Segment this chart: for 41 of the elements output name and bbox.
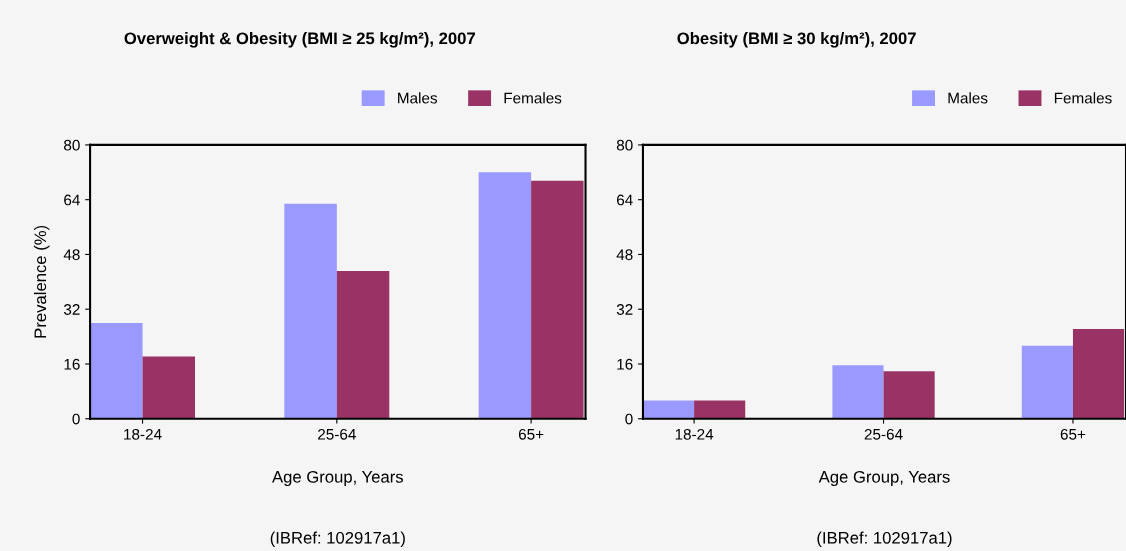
text: (IBRef: 102917a1) <box>270 531 405 548</box>
y-tick-label: 48 <box>63 249 80 261</box>
bar <box>336 270 390 419</box>
x-tick-label: 18-24 <box>675 428 714 440</box>
chart-title: Overweight & Obesity (BMI ≥ 25 kg/m²), 2007 <box>124 32 475 48</box>
y-tick-label: 0 <box>625 413 633 425</box>
bar <box>832 365 884 419</box>
y-tick-label: 32 <box>616 304 633 315</box>
bar <box>284 203 337 419</box>
legend-label: Females <box>1054 92 1112 104</box>
chart-title: Obesity (BMI ≥ 30 kg/m²), 2007 <box>677 32 916 48</box>
bar <box>1021 345 1073 419</box>
bar <box>478 172 532 419</box>
x-tick-label: 65+ <box>518 428 544 440</box>
bar <box>642 400 695 419</box>
y-tick-label: 32 <box>63 304 80 315</box>
x-axis-title: Age Group, Years <box>818 470 950 487</box>
y-tick-label: 64 <box>617 194 633 206</box>
bar <box>883 371 935 419</box>
legend-label: Females <box>504 92 562 104</box>
x-tick-label: 25-64 <box>318 428 356 440</box>
bar <box>1072 329 1125 419</box>
bar <box>531 180 584 419</box>
y-tick-label: 16 <box>64 358 80 370</box>
legend-label: Males <box>398 92 438 104</box>
x-tick-label: 25-64 <box>864 428 903 440</box>
x-tick-label: 18-24 <box>124 428 162 440</box>
bar <box>142 356 195 419</box>
y-tick-label: 48 <box>616 249 633 261</box>
legend-label: Males <box>948 92 988 104</box>
y-tick-label: 80 <box>64 139 80 151</box>
x-tick-label: 65+ <box>1060 428 1086 440</box>
y-tick-label: 16 <box>617 358 633 370</box>
text: (IBRef: 102917a1) <box>817 531 952 548</box>
y-tick-label: 0 <box>72 413 80 425</box>
x-axis-title: Age Group, Years <box>272 470 403 487</box>
y-axis-title: Prevalence (%) <box>33 225 50 338</box>
y-tick-label: 80 <box>616 139 633 151</box>
bar <box>90 322 143 419</box>
bar <box>694 400 746 419</box>
y-tick-label: 64 <box>64 194 80 206</box>
